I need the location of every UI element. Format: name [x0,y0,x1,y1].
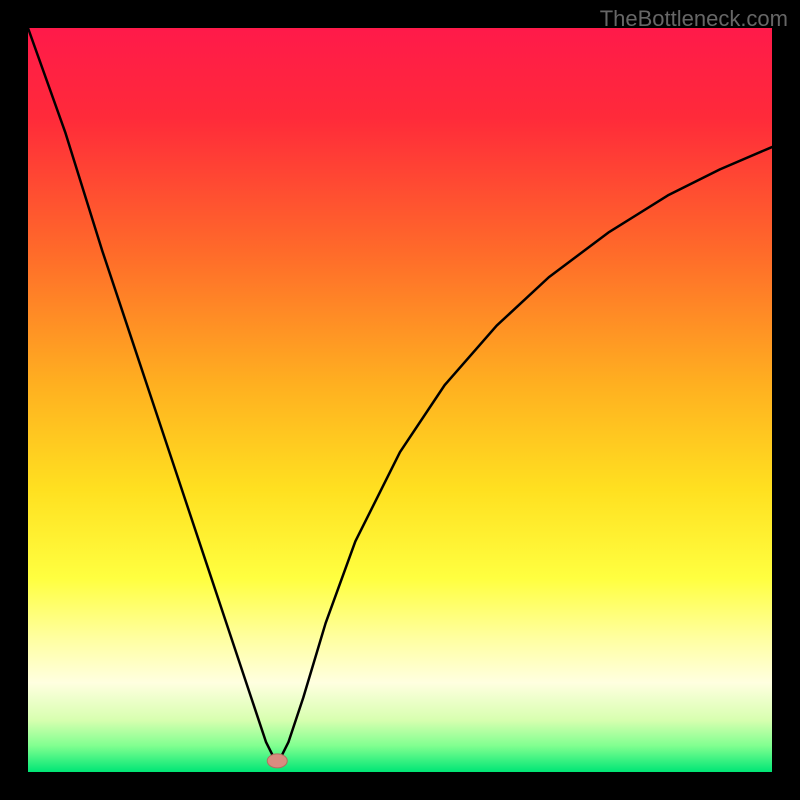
chart-background [28,28,772,772]
bottleneck-chart [0,0,800,800]
optimal-point-marker [267,754,287,768]
watermark-text: TheBottleneck.com [600,6,788,32]
chart-frame: TheBottleneck.com [0,0,800,800]
